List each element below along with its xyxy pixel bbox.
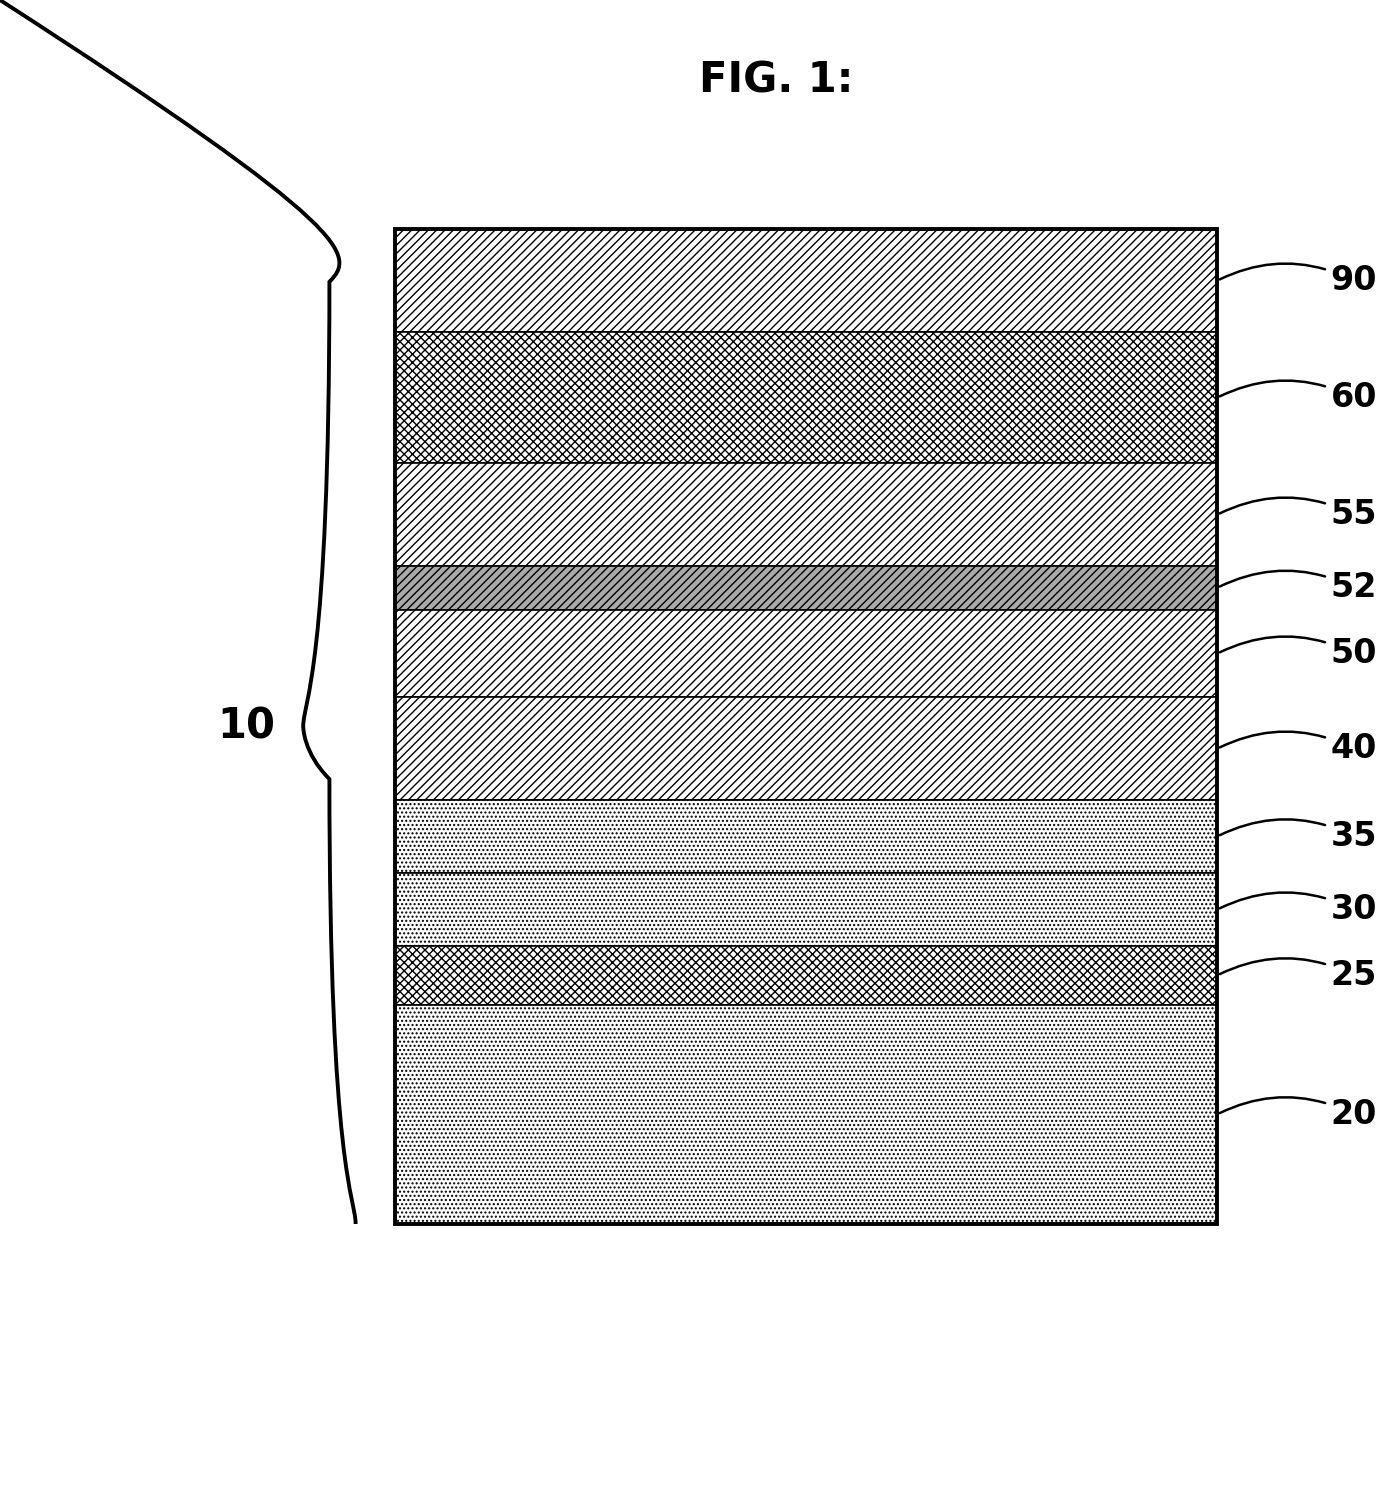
Text: 90: 90 xyxy=(1220,263,1377,297)
Text: 50: 50 xyxy=(1220,636,1377,670)
Bar xyxy=(396,464,1217,566)
Bar xyxy=(396,566,1217,609)
Text: FIG. 1:: FIG. 1: xyxy=(700,59,854,101)
Bar xyxy=(396,229,1217,331)
Bar xyxy=(396,331,1217,464)
Bar xyxy=(396,229,1217,1224)
Bar xyxy=(396,1005,1217,1224)
Text: 60: 60 xyxy=(1220,380,1377,415)
Bar xyxy=(396,947,1217,1005)
Text: 25: 25 xyxy=(1220,958,1377,991)
Bar xyxy=(396,872,1217,947)
Text: 10: 10 xyxy=(218,706,276,747)
Text: 52: 52 xyxy=(1220,571,1377,605)
Text: 30: 30 xyxy=(1220,893,1377,926)
Bar xyxy=(396,799,1217,872)
Text: 35: 35 xyxy=(1220,819,1377,853)
Text: 20: 20 xyxy=(1220,1097,1377,1131)
Bar xyxy=(396,609,1217,697)
Text: 40: 40 xyxy=(1220,731,1377,765)
Bar xyxy=(396,697,1217,799)
Text: 55: 55 xyxy=(1220,498,1377,531)
